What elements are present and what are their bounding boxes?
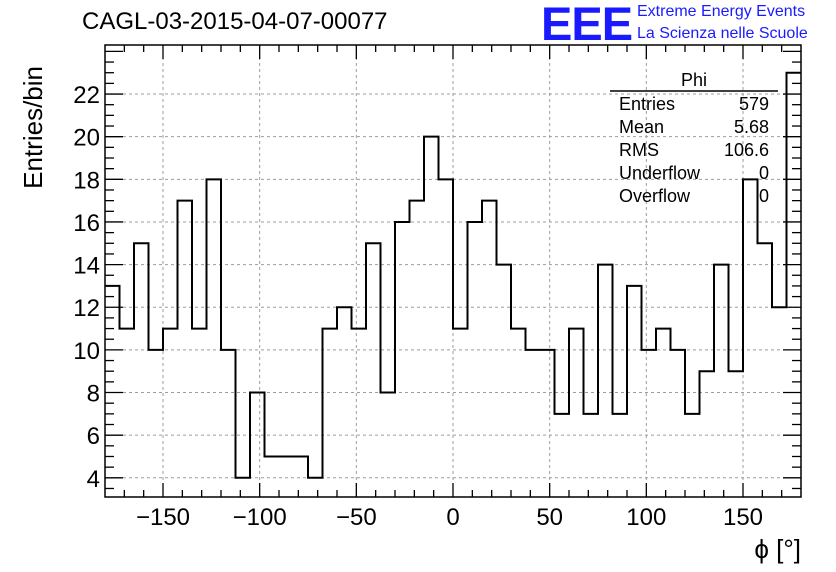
- histogram-outline: [105, 71, 801, 479]
- histogram-bin: [511, 329, 526, 497]
- stats-label: Mean: [619, 117, 664, 137]
- x-tick-label: 0: [446, 504, 459, 531]
- x-tick-label: 50: [536, 504, 563, 531]
- logo-text-line1: Extreme Energy Events: [637, 3, 806, 20]
- histogram-bin: [714, 265, 729, 497]
- plot-frame: [104, 44, 802, 498]
- chart-title: CAGL-03-2015-04-07-00077: [82, 8, 388, 35]
- histogram-bin: [178, 201, 193, 497]
- x-tick-label: 150: [723, 504, 763, 531]
- stats-value: 106.6: [724, 140, 769, 160]
- histogram-bin: [192, 329, 207, 497]
- stats-label: RMS: [619, 140, 659, 160]
- histogram-bin: [236, 478, 251, 497]
- y-tick-label: 10: [73, 338, 100, 365]
- histogram-bin: [743, 179, 758, 497]
- histogram-bin: [395, 222, 410, 497]
- histogram-bin: [207, 179, 222, 497]
- stats-value: 0: [759, 186, 769, 206]
- stats-box: Phi Entries 579 Mean 5.68 RMS 106.6 Underflow 0 O…: [610, 70, 778, 206]
- histogram-bin: [642, 350, 657, 497]
- x-axis-label: ϕ [°]: [754, 534, 801, 564]
- eee-logo: EEE: [541, 0, 633, 50]
- y-tick-label: 4: [87, 466, 100, 493]
- stats-name: Phi: [681, 70, 707, 90]
- y-tick-label: 6: [87, 423, 100, 450]
- histogram-bin: [453, 329, 468, 497]
- histogram-bin: [134, 243, 149, 497]
- histogram-bin: [163, 329, 178, 497]
- histogram-bin: [308, 478, 323, 497]
- histogram-bin: [439, 179, 454, 497]
- histogram-bin: [424, 137, 439, 497]
- histogram-bin: [294, 456, 309, 497]
- y-tick-label: 20: [73, 125, 100, 152]
- histogram-bin: [352, 329, 367, 497]
- histogram-bin: [613, 414, 628, 497]
- histogram-bin: [656, 329, 671, 497]
- histogram-bin: [540, 350, 555, 497]
- histogram-bin: [221, 350, 236, 497]
- histogram-bin: [772, 307, 787, 497]
- histogram-bin: [627, 286, 642, 497]
- histogram-bin: [584, 414, 599, 497]
- histogram-bin: [381, 393, 396, 497]
- stats-label: Overflow: [619, 186, 691, 206]
- histogram-bin: [279, 456, 294, 497]
- y-tick-label: 8: [87, 381, 100, 408]
- histogram-bin: [685, 414, 700, 497]
- histogram-bin: [120, 329, 135, 497]
- histogram-bin: [149, 350, 164, 497]
- histogram-bin: [265, 456, 280, 497]
- y-axis-label: Entries/bin: [18, 66, 48, 189]
- histogram-bin: [497, 265, 512, 497]
- x-tick-label: −150: [136, 504, 190, 531]
- y-tick-label: 22: [73, 82, 100, 109]
- x-tick-label: 100: [626, 504, 666, 531]
- histogram-bin: [569, 329, 584, 497]
- stats-label: Underflow: [619, 163, 701, 183]
- histogram-bin: [758, 243, 773, 497]
- histogram-bin: [671, 350, 686, 497]
- histogram-bin: [337, 307, 352, 497]
- x-tick-label: −100: [233, 504, 287, 531]
- y-tick-label: 16: [73, 210, 100, 237]
- histogram-bin: [250, 393, 265, 497]
- logo-text-line2: La Scienza nelle Scuole: [637, 25, 808, 42]
- histogram-bin: [555, 414, 570, 497]
- x-tick-labels: −150 −100 −50 0 50 100 150: [136, 504, 763, 531]
- histogram-bin: [526, 350, 541, 497]
- histogram-bin: [598, 265, 613, 497]
- stats-value: 579: [739, 94, 769, 114]
- histogram-bin: [482, 201, 497, 497]
- stats-value: 0: [759, 163, 769, 183]
- y-tick-label: 12: [73, 295, 100, 322]
- histogram-bin: [468, 222, 483, 497]
- histogram-bin: [323, 329, 338, 497]
- y-tick-label: 18: [73, 167, 100, 194]
- stats-label: Entries: [619, 94, 675, 114]
- y-tick-labels: 4 6 8 10 12 14 16 18 20 22: [73, 82, 100, 493]
- y-tick-label: 14: [73, 253, 100, 280]
- x-tick-label: −50: [336, 504, 377, 531]
- histogram-bin: [410, 201, 425, 497]
- histogram-bin: [366, 243, 381, 497]
- stats-value: 5.68: [734, 117, 769, 137]
